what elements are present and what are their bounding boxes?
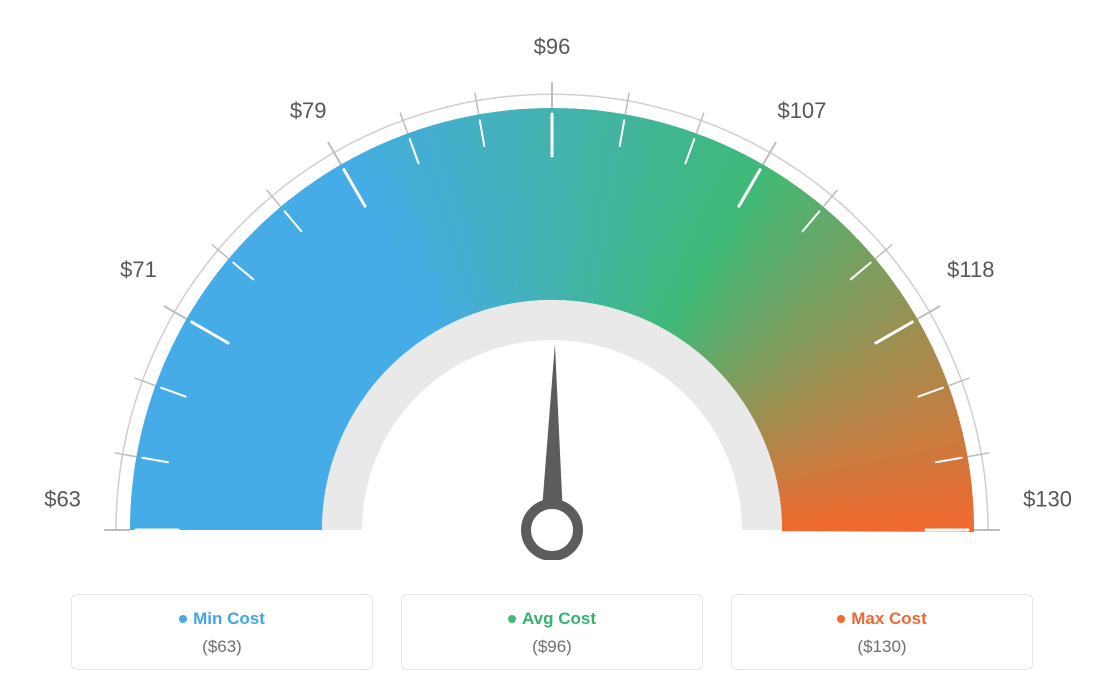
legend-title-text: Min Cost xyxy=(193,609,265,628)
legend-value-avg: ($96) xyxy=(402,637,702,657)
legend-title-max: Max Cost xyxy=(732,609,1032,629)
legend-title-avg: Avg Cost xyxy=(402,609,702,629)
legend-value-min: ($63) xyxy=(72,637,372,657)
gauge-chart-container: $63 $71 $79 $96 $107 $118 $130 Min Cost ($63) … xyxy=(0,0,1104,690)
legend-title-min: Min Cost xyxy=(72,609,372,629)
legend-card-min: Min Cost ($63) xyxy=(71,594,373,670)
svg-text:$79: $79 xyxy=(290,98,327,123)
svg-text:$130: $130 xyxy=(1023,487,1072,512)
legend-title-text: Max Cost xyxy=(851,609,927,628)
gauge: $63 $71 $79 $96 $107 $118 $130 xyxy=(0,0,1104,560)
svg-text:$118: $118 xyxy=(947,257,994,282)
legend-row: Min Cost ($63) Avg Cost ($96) Max Cost (… xyxy=(0,594,1104,670)
legend-value-max: ($130) xyxy=(732,637,1032,657)
legend-card-max: Max Cost ($130) xyxy=(731,594,1033,670)
svg-text:$71: $71 xyxy=(120,257,157,282)
dot-icon xyxy=(179,615,187,623)
dot-icon xyxy=(837,615,845,623)
svg-text:$107: $107 xyxy=(777,98,826,123)
dot-icon xyxy=(508,615,516,623)
legend-card-avg: Avg Cost ($96) xyxy=(401,594,703,670)
legend-title-text: Avg Cost xyxy=(522,609,596,628)
svg-text:$96: $96 xyxy=(534,34,571,59)
svg-text:$63: $63 xyxy=(44,487,81,512)
